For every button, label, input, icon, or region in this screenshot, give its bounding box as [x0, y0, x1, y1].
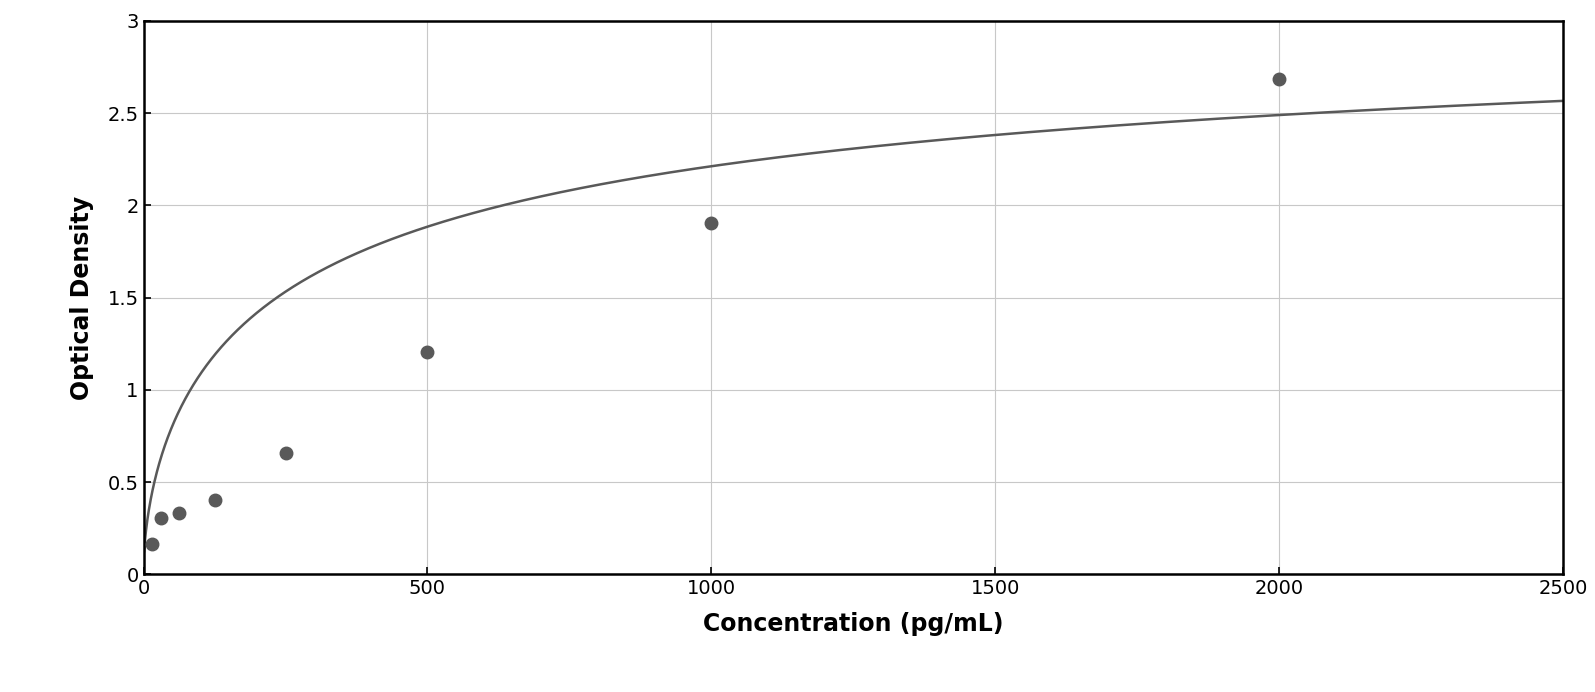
X-axis label: Concentration (pg/mL): Concentration (pg/mL): [703, 612, 1003, 636]
Y-axis label: Optical Density: Optical Density: [70, 196, 94, 399]
